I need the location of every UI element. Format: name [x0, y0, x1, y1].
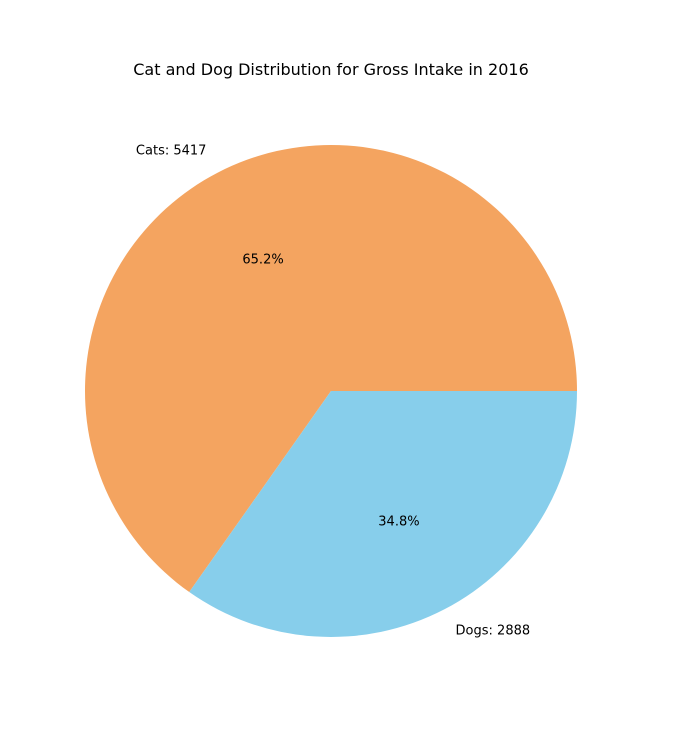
chart-title: Cat and Dog Distribution for Gross Intak…	[133, 60, 529, 79]
pie-slice-cats	[84, 145, 577, 593]
slice-percent-dogs: 34.8%	[378, 515, 419, 530]
pie-labels: Cats: 5417 65.2% Dogs: 2888 34.8%	[136, 143, 530, 638]
pie-slice-dogs	[189, 391, 577, 638]
slice-label-cats: Cats: 5417	[136, 143, 207, 158]
slice-label-dogs: Dogs: 2888	[456, 624, 531, 639]
pie-slices	[84, 145, 577, 638]
slice-percent-cats: 65.2%	[242, 252, 283, 267]
